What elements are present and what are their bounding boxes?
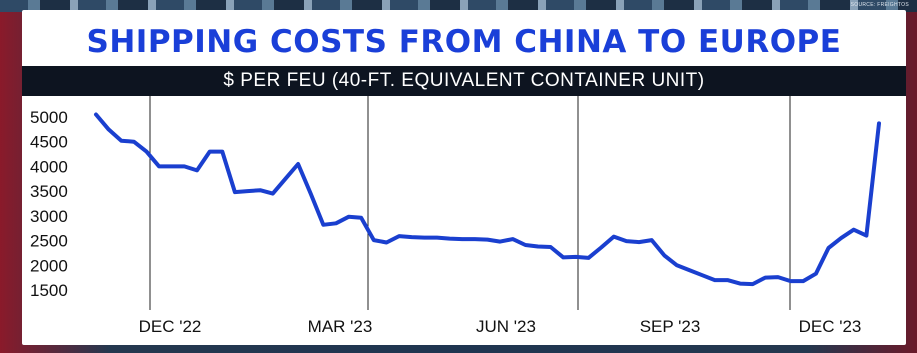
series-group — [94, 112, 881, 287]
y-tick-label: 3000 — [30, 207, 68, 226]
y-tick-label: 2000 — [30, 256, 68, 275]
line-chart: 5000 4500 4000 3500 3000 2500 2000 1500 DEC '22… — [30, 96, 881, 336]
y-tick-label: 5000 — [30, 108, 68, 127]
x-axis: DEC '22 MAR '23 JUN '23 SEP '23 DEC '23 — [139, 317, 862, 336]
x-tick-label: DEC '23 — [799, 317, 862, 336]
chart-title: SHIPPING COSTS FROM CHINA TO EUROPE — [86, 24, 842, 60]
y-tick-label: 4000 — [30, 157, 68, 176]
y-tick-label: 1500 — [30, 281, 68, 300]
chart-panel: SHIPPING COSTS FROM CHINA TO EUROPE $ PE… — [22, 10, 906, 345]
x-tick-label: SEP '23 — [640, 317, 701, 336]
x-tick-label: MAR '23 — [308, 317, 373, 336]
source-label: SOURCE: FREIGHTOS — [850, 2, 909, 8]
top-decorative-strip: SOURCE: FREIGHTOS — [0, 0, 917, 12]
x-tick-label: JUN '23 — [476, 317, 536, 336]
y-axis: 5000 4500 4000 3500 3000 2500 2000 1500 — [30, 108, 68, 300]
vertical-gridlines — [149, 96, 791, 310]
chart-subtitle: $ PER FEU (40-FT. EQUIVALENT CONTAINER U… — [22, 66, 906, 96]
y-tick-label: 3500 — [30, 182, 68, 201]
series-line — [94, 112, 881, 287]
y-tick-label: 4500 — [30, 133, 68, 152]
x-tick-label: DEC '22 — [139, 317, 202, 336]
y-tick-label: 2500 — [30, 232, 68, 251]
